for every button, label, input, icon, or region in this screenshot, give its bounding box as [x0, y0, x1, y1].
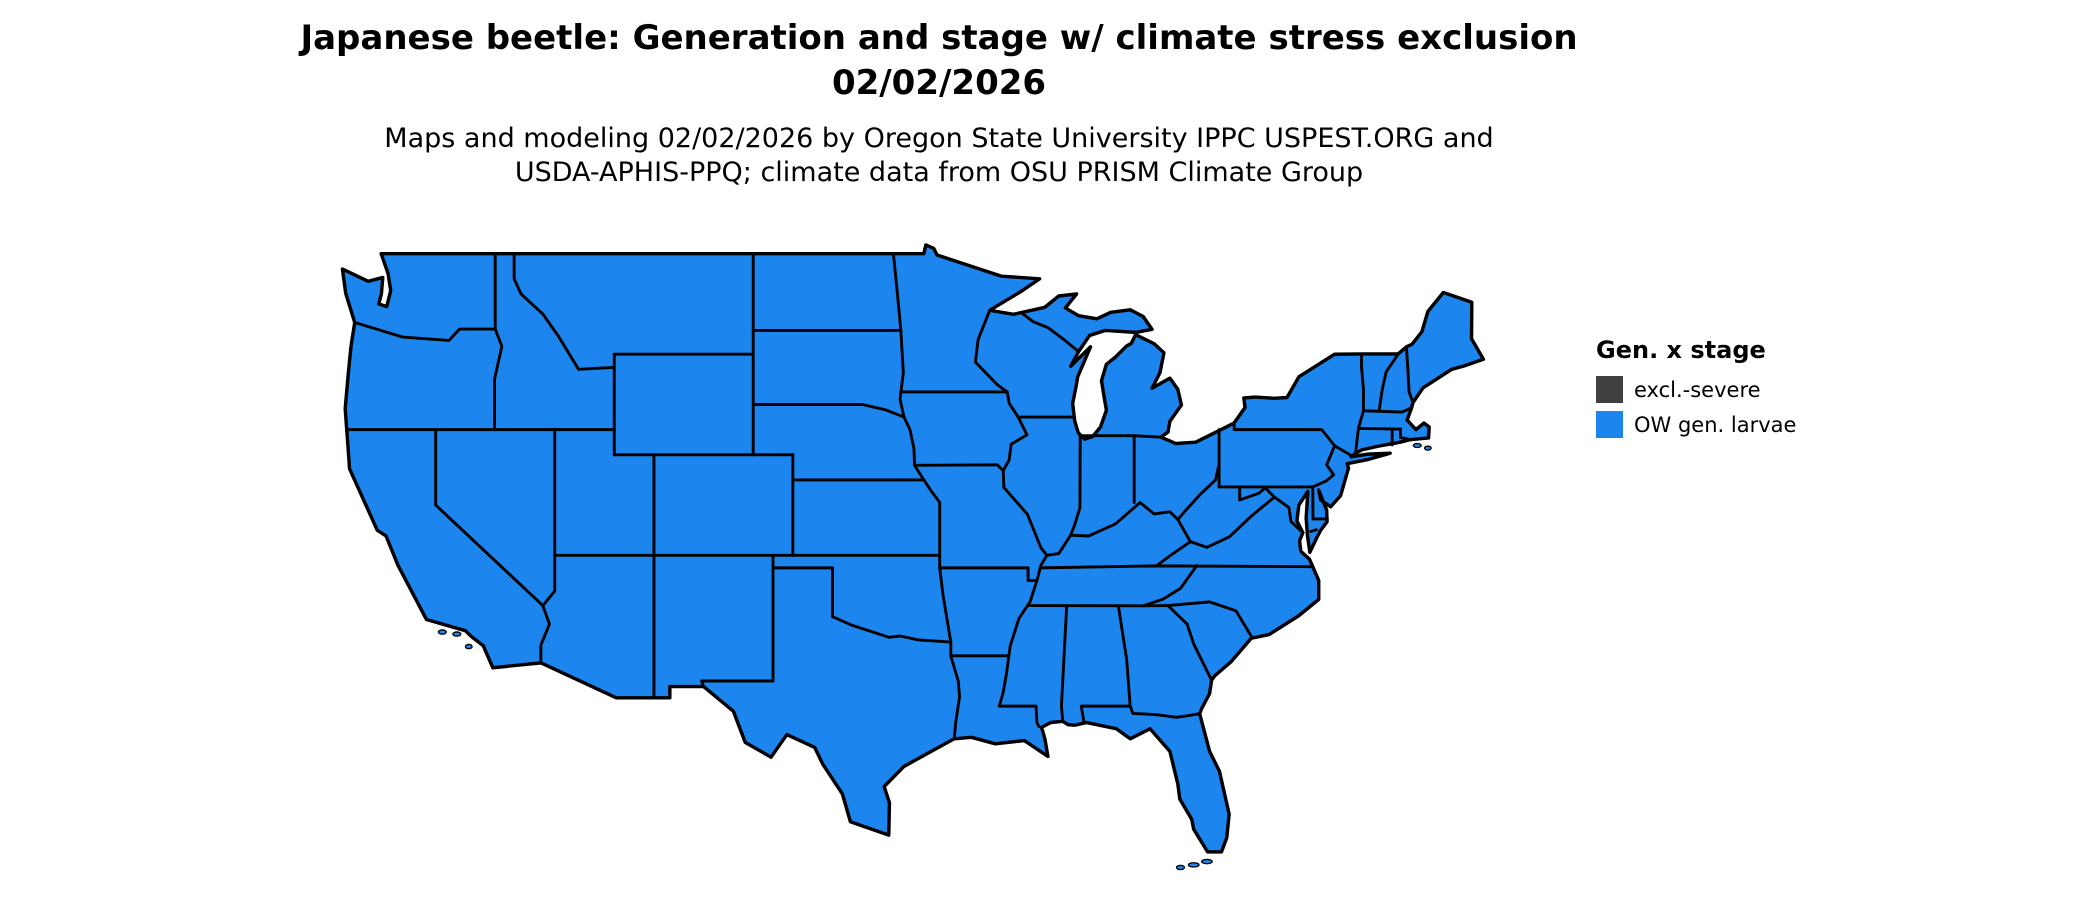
subtitle-line-2: USDA-APHIS-PPQ; climate data from OSU PR… — [514, 157, 1364, 189]
conus-outline — [340, 243, 1486, 854]
legend-label: OW gen. larvae — [1634, 412, 1797, 437]
page-title: Japanese beetle: Generation and stage w/… — [300, 18, 1578, 58]
map-header: Japanese beetle: Generation and stage w/… — [0, 16, 1878, 191]
legend: Gen. x stage excl.-severe OW gen. larvae — [1596, 336, 1796, 438]
florida-keys — [1175, 858, 1213, 871]
states-fill — [340, 243, 1486, 871]
us-map-canvas — [340, 243, 1486, 871]
legend-label: excl.-severe — [1634, 377, 1761, 402]
state-borders — [345, 252, 1415, 741]
channel-islands — [437, 629, 473, 650]
legend-item: excl.-severe — [1596, 376, 1796, 403]
legend-swatch-ow-gen-larvae — [1596, 411, 1623, 438]
legend-title: Gen. x stage — [1596, 336, 1766, 364]
us-map — [310, 214, 1580, 902]
legend-swatch-excl-severe — [1596, 376, 1623, 403]
subtitle: Maps and modeling 02/02/2026 by Oregon S… — [0, 122, 1878, 191]
subtitle-line-1: Maps and modeling 02/02/2026 by Oregon S… — [384, 122, 1494, 154]
massachusetts-islands — [1412, 442, 1432, 451]
page-title-date: 02/02/2026 — [831, 62, 1047, 103]
legend-item: OW gen. larvae — [1596, 411, 1796, 438]
